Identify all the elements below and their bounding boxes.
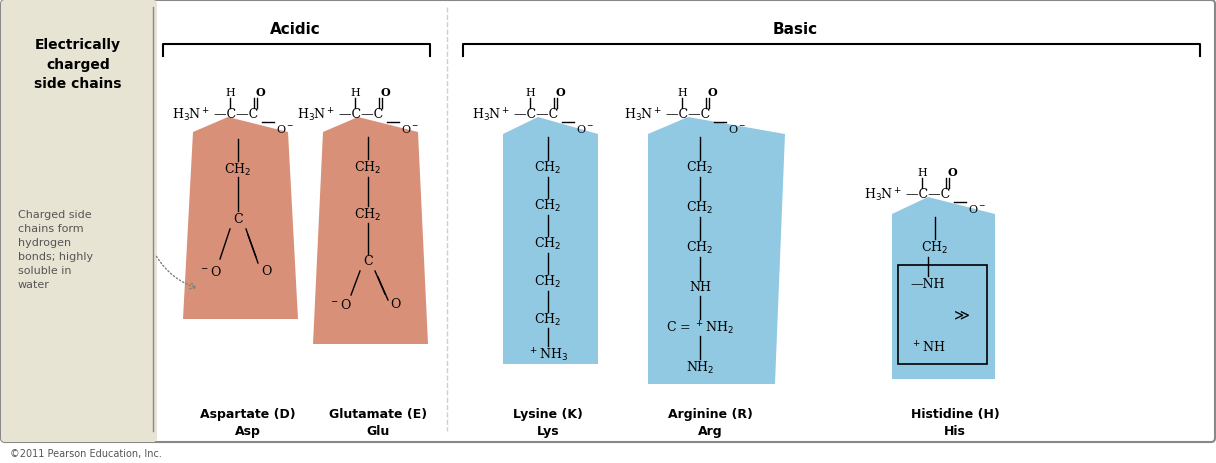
Text: Lys: Lys xyxy=(536,424,559,437)
Text: Asp: Asp xyxy=(235,424,261,437)
Text: O: O xyxy=(255,88,265,98)
Text: O$^-$: O$^-$ xyxy=(276,123,294,135)
Text: —C—C: —C—C xyxy=(902,188,950,201)
Text: $^+$NH$_3$: $^+$NH$_3$ xyxy=(528,345,568,363)
Text: NH$_2$: NH$_2$ xyxy=(686,359,714,375)
Text: Basic: Basic xyxy=(772,22,817,37)
Text: CH$_2$: CH$_2$ xyxy=(686,200,714,216)
Text: CH$_2$: CH$_2$ xyxy=(534,311,562,327)
Text: CH$_2$: CH$_2$ xyxy=(534,160,562,175)
Text: O$^-$: O$^-$ xyxy=(968,202,986,214)
Text: O: O xyxy=(260,265,271,278)
Text: CH$_2$: CH$_2$ xyxy=(686,160,714,175)
Text: O$^-$: O$^-$ xyxy=(576,123,595,135)
Text: O: O xyxy=(947,167,957,178)
Text: H: H xyxy=(917,168,927,178)
Text: Arginine (R): Arginine (R) xyxy=(668,407,753,420)
Text: C: C xyxy=(364,255,373,268)
Polygon shape xyxy=(648,118,786,384)
Text: C: C xyxy=(233,213,243,226)
Text: Arg: Arg xyxy=(698,424,722,437)
Text: C = $^+$NH$_2$: C = $^+$NH$_2$ xyxy=(666,319,734,336)
Text: NH: NH xyxy=(689,281,711,294)
Text: O: O xyxy=(708,88,717,98)
Text: Electrically
charged
side chains: Electrically charged side chains xyxy=(34,38,122,91)
Text: CH$_2$: CH$_2$ xyxy=(225,162,252,178)
FancyBboxPatch shape xyxy=(1,1,157,442)
Text: —C—C: —C—C xyxy=(210,108,258,121)
Text: CH$_2$: CH$_2$ xyxy=(354,206,382,223)
Text: H: H xyxy=(350,88,360,98)
Text: His: His xyxy=(944,424,966,437)
Text: Aspartate (D): Aspartate (D) xyxy=(201,407,295,420)
Text: —C—C: —C—C xyxy=(510,108,558,121)
Text: CH$_2$: CH$_2$ xyxy=(534,273,562,289)
Text: ≫: ≫ xyxy=(955,307,970,322)
FancyBboxPatch shape xyxy=(1,1,1215,442)
Text: H: H xyxy=(677,88,687,98)
Text: H$_3$N$^+$: H$_3$N$^+$ xyxy=(472,106,510,124)
Text: —NH: —NH xyxy=(911,278,945,291)
Polygon shape xyxy=(182,118,298,319)
Text: H: H xyxy=(525,88,535,98)
Text: $^+$NH: $^+$NH xyxy=(911,340,945,355)
Text: CH$_2$: CH$_2$ xyxy=(922,239,948,256)
Text: ©2011 Pearson Education, Inc.: ©2011 Pearson Education, Inc. xyxy=(10,448,162,458)
Text: CH$_2$: CH$_2$ xyxy=(354,160,382,175)
Text: —C—C: —C—C xyxy=(662,108,710,121)
Text: H$_3$N$^+$: H$_3$N$^+$ xyxy=(171,106,210,124)
Polygon shape xyxy=(503,118,598,364)
Text: H: H xyxy=(225,88,235,98)
Text: $^-$O: $^-$O xyxy=(198,264,221,278)
Text: CH$_2$: CH$_2$ xyxy=(686,239,714,256)
Text: Glutamate (E): Glutamate (E) xyxy=(330,407,427,420)
Text: O$^-$: O$^-$ xyxy=(401,123,420,135)
Text: H$_3$N$^+$: H$_3$N$^+$ xyxy=(624,106,662,124)
Text: O: O xyxy=(556,88,565,98)
Text: Glu: Glu xyxy=(366,424,389,437)
Text: CH$_2$: CH$_2$ xyxy=(534,198,562,213)
Text: Charged side
chains form
hydrogen
bonds; highly
soluble in
water: Charged side chains form hydrogen bonds;… xyxy=(18,210,94,289)
Text: Lysine (K): Lysine (K) xyxy=(513,407,582,420)
Text: CH$_2$: CH$_2$ xyxy=(534,236,562,251)
Text: H$_3$N$^+$: H$_3$N$^+$ xyxy=(863,186,902,203)
Text: H$_3$N$^+$: H$_3$N$^+$ xyxy=(297,106,334,124)
Text: O$^-$: O$^-$ xyxy=(728,123,747,135)
Polygon shape xyxy=(893,198,995,379)
Text: O: O xyxy=(381,88,390,98)
Polygon shape xyxy=(313,118,428,344)
Text: Histidine (H): Histidine (H) xyxy=(911,407,1000,420)
Text: $^-$O: $^-$O xyxy=(328,297,351,311)
Text: O: O xyxy=(390,298,400,311)
Text: —C—C: —C—C xyxy=(334,108,383,121)
Text: Acidic: Acidic xyxy=(270,22,320,37)
